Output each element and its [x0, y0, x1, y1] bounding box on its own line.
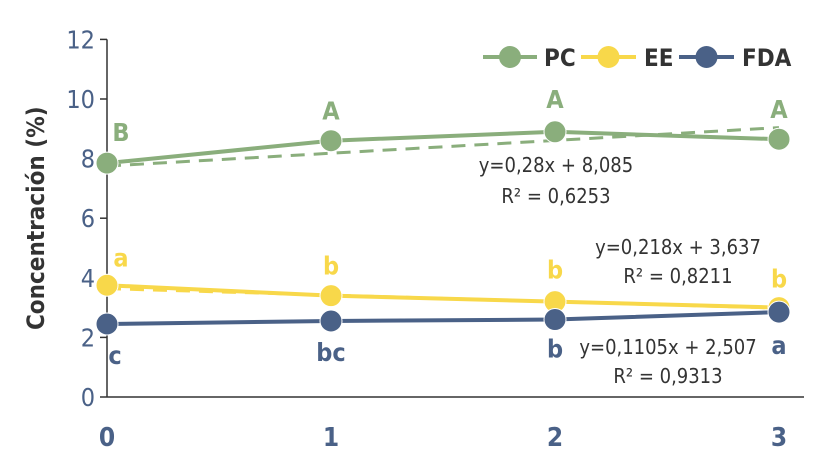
x-tick-label: 3 — [771, 423, 787, 453]
legend: PC EE FDA — [483, 44, 792, 72]
data-point-fda — [95, 312, 119, 336]
y-tick-label: 10 — [66, 85, 95, 114]
regression-equation: y=0,218x + 3,637 — [595, 235, 761, 259]
significance-labels: BA A Aa b b bc bc b a — [108, 85, 788, 370]
y-tick-label: 8 — [81, 145, 95, 174]
data-point-fda — [319, 309, 343, 333]
y-tick-label: 4 — [81, 264, 95, 293]
y-tick-label: 2 — [81, 323, 95, 352]
data-point-pc — [767, 127, 791, 151]
legend-label: EE — [644, 44, 674, 72]
significance-letter: b — [547, 256, 563, 285]
trendline-pc — [106, 126, 780, 168]
significance-letter: a — [113, 243, 128, 272]
data-point-ee — [319, 284, 343, 308]
x-tick-label: 2 — [547, 423, 563, 453]
legend-swatch-marker — [597, 46, 620, 68]
legend-label: FDA — [742, 44, 792, 72]
significance-letter: b — [771, 265, 787, 294]
legend-swatch-marker — [695, 46, 718, 68]
regression-equation: y=0,1105x + 2,507 — [579, 335, 756, 359]
significance-letter: bc — [316, 338, 345, 367]
r-squared-label: R² = 0,8211 — [623, 264, 732, 288]
x-tick-label: 1 — [323, 423, 339, 453]
significance-letter: A — [546, 85, 564, 114]
data-point-ee — [95, 273, 119, 297]
series-line-fda — [106, 310, 780, 326]
significance-letter: A — [770, 95, 788, 124]
regression-equation: y=0,28x + 8,085 — [479, 153, 633, 177]
significance-letter: A — [322, 97, 340, 126]
significance-letter: a — [771, 331, 786, 360]
series-line-ee — [106, 283, 780, 310]
series-lines — [106, 129, 780, 326]
r-squared-label: R² = 0,9313 — [613, 364, 722, 388]
y-axis-label: Concentración (%) — [22, 106, 50, 330]
data-point-pc — [543, 120, 567, 144]
data-point-pc — [319, 129, 343, 153]
y-tick-label: 6 — [81, 204, 95, 233]
significance-letter: b — [323, 252, 339, 281]
legend-swatch-marker — [499, 46, 521, 68]
data-point-fda — [543, 308, 567, 332]
series-line-pc — [106, 129, 780, 166]
x-tick-label: 0 — [99, 423, 115, 453]
legend-label: PC — [544, 44, 576, 72]
y-tick-label: 12 — [66, 25, 95, 54]
significance-letter: c — [108, 341, 121, 370]
significance-letter: B — [112, 118, 129, 147]
data-point-fda — [767, 300, 791, 324]
markers — [95, 120, 791, 336]
regression-equations: y=0,28x + 8,085 R² = 0,6253 y=0,218x + 3,6… — [479, 153, 761, 388]
data-point-pc — [95, 151, 119, 175]
r-squared-label: R² = 0,6253 — [501, 184, 610, 208]
significance-letter: b — [547, 335, 563, 364]
y-tick-label: 0 — [81, 383, 95, 412]
